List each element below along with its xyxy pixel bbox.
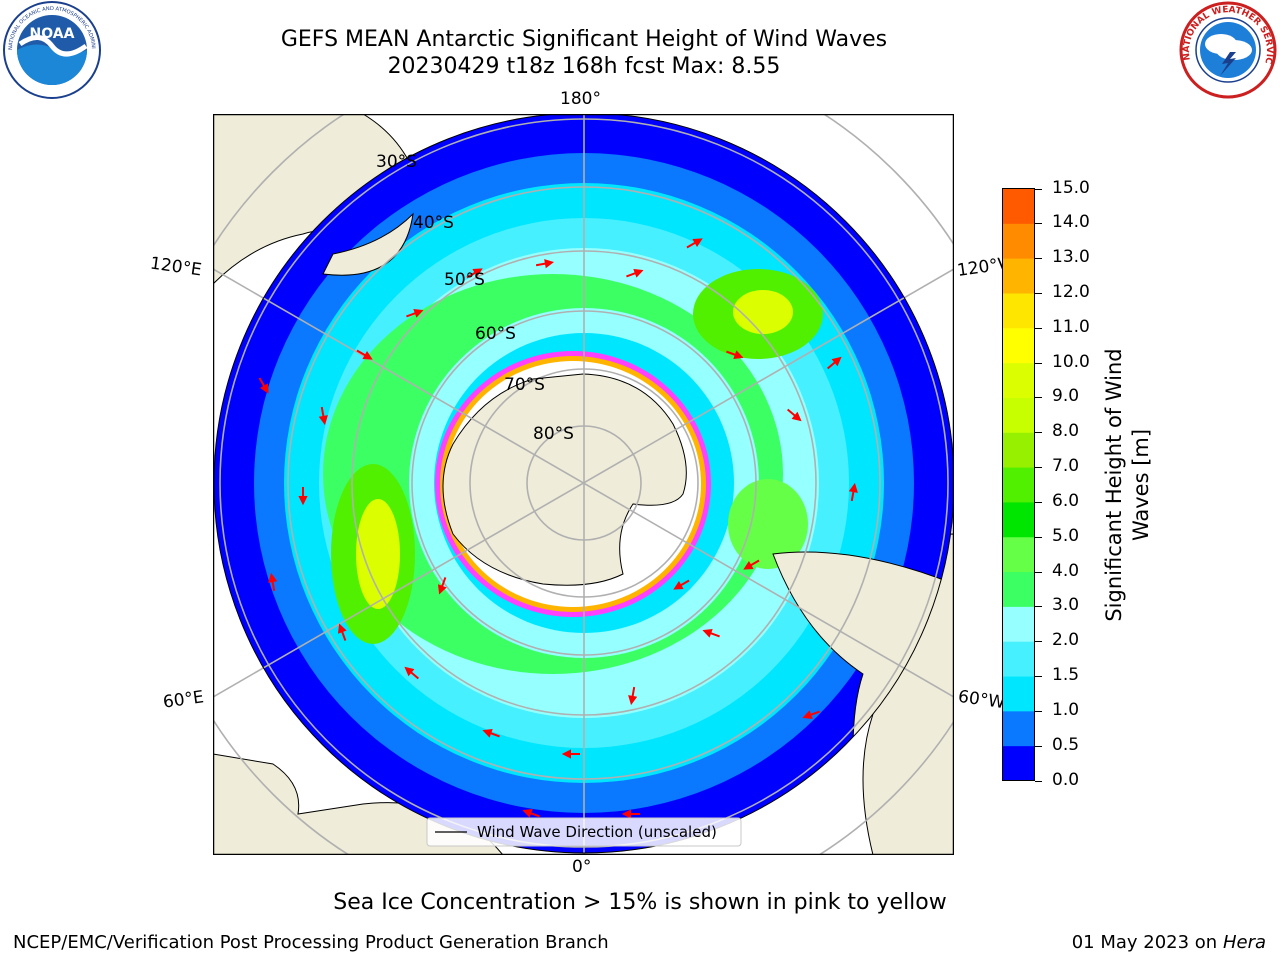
colorbar-segment [1002,571,1035,607]
colorbar-segment [1002,397,1035,433]
colorbar-segment [1002,710,1035,747]
colorbar-tick-label: 12.0 [1052,282,1090,302]
colorbar-segment [1002,536,1035,573]
antarctica-land [442,373,687,586]
colorbar-tick-mark [1035,362,1042,364]
colorbar-tick-label: 0.0 [1052,769,1080,790]
colorbar-tick-mark [1035,571,1042,573]
colorbar-tick-mark [1035,188,1042,190]
colorbar-segment [1002,745,1035,781]
colorbar-segment [1002,362,1035,398]
colorbar-tick-label: 3.0 [1052,595,1080,616]
colorbar-tick-mark [1035,641,1042,643]
colorbar-tick-mark [1035,780,1042,782]
colorbar-tick-label: 10.0 [1052,351,1090,372]
colorbar-tick-label: 15.0 [1052,177,1090,198]
date-line: 01 May 2023 on Hera [1071,932,1266,953]
colorbar-tick-mark [1035,432,1042,434]
colorbar-tick-label: 13.0 [1052,247,1090,268]
colorbar-tick-mark [1035,397,1042,399]
colorbar-segment [1002,258,1035,294]
colorbar-segment [1002,676,1035,712]
colorbar-tick-mark [1035,710,1042,712]
colorbar-segment [1002,641,1035,677]
lon-label-60e: 60°E [161,687,206,713]
noaa-logo-text: NOAA [30,26,75,42]
nws-logo: NATIONAL WEATHER SERVICE [1176,0,1277,99]
colorbar-tick-label: 1.0 [1052,699,1080,720]
colorbar-segment [1002,606,1035,642]
colorbar-tick-label: 6.0 [1052,490,1080,511]
lat-label-60s: 60°S [475,324,516,344]
colorbar-tick-mark [1035,606,1042,608]
colorbar-segment [1002,292,1035,329]
lon-label-180: 180° [560,89,601,109]
colorbar-tick-mark [1035,327,1042,329]
colorbar-tick-label: 1.5 [1052,665,1080,685]
lat-label-30s: 30°S [376,152,417,172]
colorbar-tick-mark [1035,676,1042,677]
colorbar-tick-mark [1035,536,1042,538]
colorbar-segment [1002,432,1035,468]
colorbar-tick-mark [1035,745,1042,747]
colorbar-tick-mark [1035,501,1042,503]
colorbar-segment [1002,467,1035,503]
legend-label: Wind Wave Direction (unscaled) [477,823,717,841]
colorbar-tick-label: 9.0 [1052,386,1080,407]
colorbar-tick-label: 7.0 [1052,456,1080,477]
colorbar-tick-mark [1035,223,1042,225]
lon-label-0: 0° [572,857,592,877]
sea-ice-note: Sea Ice Concentration > 15% is shown in … [333,890,947,915]
colorbar-tick-mark [1035,293,1042,294]
map-legend: Wind Wave Direction (unscaled) [426,817,742,847]
lat-label-70s: 70°S [504,375,545,395]
lon-label-120e: 120°E [148,253,203,281]
colorbar [1002,188,1035,781]
lat-label-80s: 80°S [533,424,574,444]
credit-line: NCEP/EMC/Verification Post Processing Pr… [13,932,609,953]
colorbar-tick-label: 2.0 [1052,630,1080,651]
polar-map[interactable]: Wind Wave Direction (unscaled) [213,114,954,855]
colorbar-segment [1002,327,1035,364]
colorbar-tick-label: 8.0 [1052,421,1080,442]
colorbar-segment [1002,501,1035,538]
colorbar-segment [1002,223,1035,259]
colorbar-tick-mark [1035,258,1042,260]
lat-label-40s: 40°S [413,213,454,233]
colorbar-tick-mark [1035,467,1042,469]
colorbar-tick-label: 11.0 [1052,316,1090,337]
colorbar-segment [1002,188,1035,224]
colorbar-tick-label: 14.0 [1052,212,1090,233]
chart-title: GEFS MEAN Antarctic Significant Height o… [280,27,888,52]
wave-arrows [258,238,858,819]
colorbar-tick-label: 4.0 [1052,560,1080,581]
colorbar-tick-label: 0.5 [1052,734,1080,755]
lon-label-60w: 60°W [956,686,1007,714]
colorbar-tick-label: 5.0 [1052,525,1080,546]
chart-subtitle: 20230429 t18z 168h fcst Max: 8.55 [387,54,781,79]
noaa-logo: NOAA NATIONAL OCEANIC AND ATMOSPHERIC AD… [0,0,101,99]
graticule [213,114,954,855]
lat-label-50s: 50°S [444,270,485,290]
